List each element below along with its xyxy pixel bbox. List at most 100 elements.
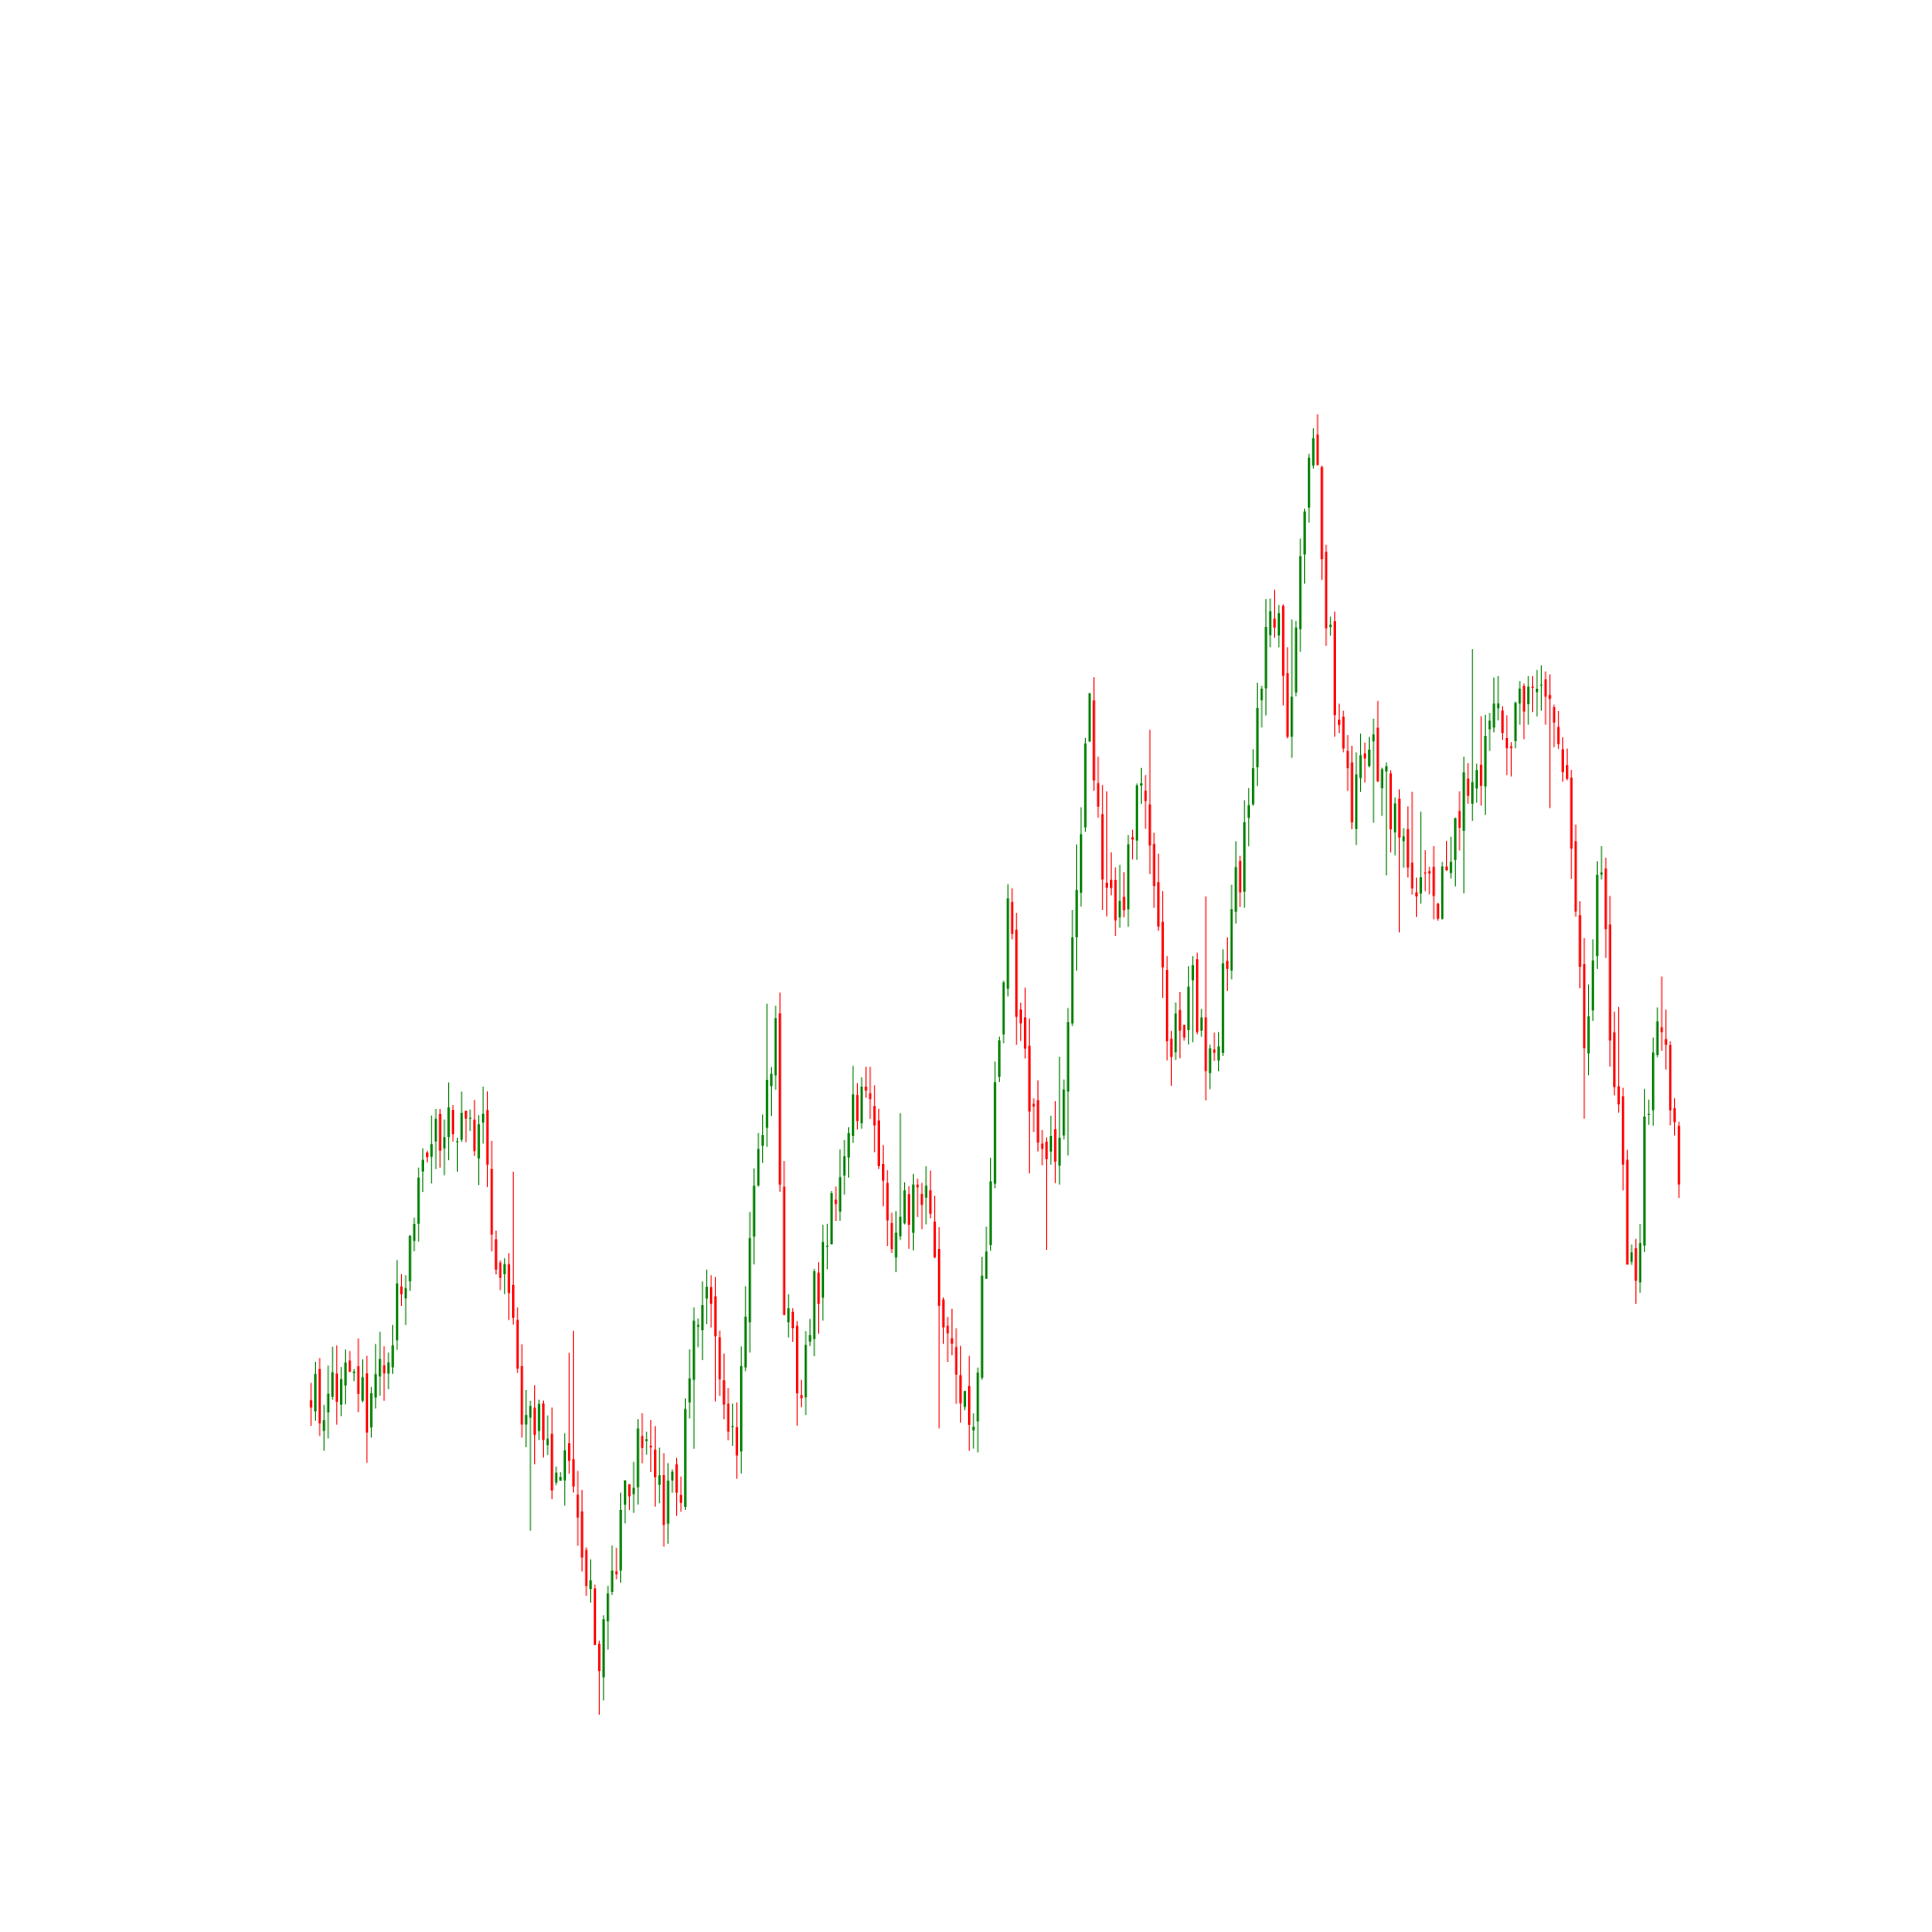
candle-body-up xyxy=(546,1438,550,1446)
candle-body-up xyxy=(658,1475,661,1486)
candle-body-up xyxy=(1484,735,1487,787)
candle-body-down xyxy=(1605,868,1607,929)
candle-body-down xyxy=(865,1086,867,1091)
candle-body-down xyxy=(1668,1044,1672,1111)
candle-body-up xyxy=(744,1317,747,1368)
candle-body-up xyxy=(1118,900,1122,918)
candle-body-down xyxy=(1346,751,1350,769)
candle-body-down xyxy=(1286,672,1290,737)
candle-body-up xyxy=(602,1619,606,1678)
candle-body-up xyxy=(417,1178,420,1224)
candle-body-up xyxy=(851,1094,855,1136)
candle-body-down xyxy=(1621,1095,1625,1165)
candle-body-up xyxy=(1471,781,1474,804)
candle-body-down xyxy=(795,1325,799,1394)
candle-body-down xyxy=(498,1263,502,1278)
candle-body-down xyxy=(1436,903,1439,920)
candle-body-up xyxy=(361,1377,364,1402)
candle-body-up xyxy=(1652,1052,1655,1111)
candle-body-down xyxy=(1110,879,1113,889)
candle-body-down xyxy=(1238,861,1242,893)
candle-body-down xyxy=(959,1375,962,1404)
candle-body-down xyxy=(1350,762,1353,823)
candle-body-up xyxy=(972,1426,975,1431)
candle-body-up xyxy=(1298,555,1302,630)
candle-body-down xyxy=(968,1385,971,1425)
candle-body-up xyxy=(1002,982,1006,1035)
candle-body-up xyxy=(611,1570,613,1592)
candle-body-down xyxy=(1321,467,1323,559)
candle-body-up xyxy=(1126,844,1130,910)
candle-body-down xyxy=(495,1238,497,1270)
candle-body-up xyxy=(830,1193,834,1245)
candle-body-down xyxy=(1398,798,1401,838)
candle-body-down xyxy=(782,1186,786,1316)
candle-body-up xyxy=(537,1404,541,1432)
candle-body-up xyxy=(774,1018,778,1076)
candle-body-down xyxy=(1522,686,1525,712)
candle-body-up xyxy=(391,1345,394,1368)
candle-body-up xyxy=(1596,874,1599,956)
candle-body-up xyxy=(327,1393,330,1413)
candle-body-up xyxy=(804,1345,808,1398)
candle-body-down xyxy=(735,1427,739,1456)
candle-body-up xyxy=(1088,693,1092,742)
candle-body-up xyxy=(838,1177,841,1212)
candle-body-down xyxy=(1273,618,1276,628)
candle-body-up xyxy=(442,1137,446,1149)
candle-body-up xyxy=(1268,611,1272,636)
candle-body-down xyxy=(1424,872,1427,874)
candle-body-up xyxy=(1638,1242,1642,1283)
candle-body-down xyxy=(723,1379,725,1405)
candle-body-up xyxy=(386,1362,390,1374)
candle-body-down xyxy=(1101,813,1104,880)
candle-body-up xyxy=(1492,703,1495,728)
candle-body-down xyxy=(1204,1017,1208,1071)
candle-body-up xyxy=(395,1283,399,1341)
candle-body-up xyxy=(998,1039,1001,1077)
candle-body-down xyxy=(1612,1032,1616,1088)
candle-body-up xyxy=(370,1393,373,1428)
candle-body-up xyxy=(924,1185,927,1198)
candle-body-down xyxy=(1570,778,1573,849)
candle-body-down xyxy=(873,1106,876,1126)
candle-body-up xyxy=(1372,734,1376,742)
candle-body-up xyxy=(821,1241,825,1298)
candle-body-down xyxy=(1410,863,1414,889)
candle-body-up xyxy=(1058,1137,1062,1166)
candle-body-up xyxy=(353,1371,355,1374)
candle-body-up xyxy=(1380,769,1383,789)
candle-body-down xyxy=(1010,901,1014,934)
candle-body-down xyxy=(1096,782,1100,808)
candle-body-up xyxy=(989,1181,992,1245)
candle-body-up xyxy=(1251,768,1255,805)
candle-body-up xyxy=(623,1480,627,1505)
candle-body-down xyxy=(516,1320,519,1369)
candle-body-down xyxy=(1179,1009,1181,1031)
candle-body-up xyxy=(748,1237,752,1322)
candle-body-down xyxy=(856,1094,859,1122)
candle-body-down xyxy=(309,1400,313,1408)
candle-body-up xyxy=(696,1324,699,1327)
candle-body-down xyxy=(933,1221,936,1258)
candle-body-down xyxy=(1342,716,1345,749)
candle-body-up xyxy=(409,1236,412,1282)
candle-body-up xyxy=(1449,862,1453,873)
candle-body-down xyxy=(533,1407,536,1435)
candle-body-up xyxy=(477,1123,480,1159)
candle-body-up xyxy=(525,1414,527,1425)
candle-body-down xyxy=(886,1182,889,1221)
candle-body-up xyxy=(1135,785,1139,841)
candle-body-up xyxy=(412,1224,416,1241)
candle-body-up xyxy=(447,1107,450,1138)
candle-body-up xyxy=(812,1270,816,1340)
candle-body-down xyxy=(472,1120,476,1151)
candle-body-up xyxy=(809,1335,811,1342)
candle-body-down xyxy=(1161,922,1164,968)
candle-body-down xyxy=(1479,764,1483,786)
candle-body-down xyxy=(356,1366,360,1394)
candle-body-up xyxy=(1277,612,1281,636)
candle-body-down xyxy=(439,1114,441,1151)
candle-body-up xyxy=(374,1374,378,1398)
